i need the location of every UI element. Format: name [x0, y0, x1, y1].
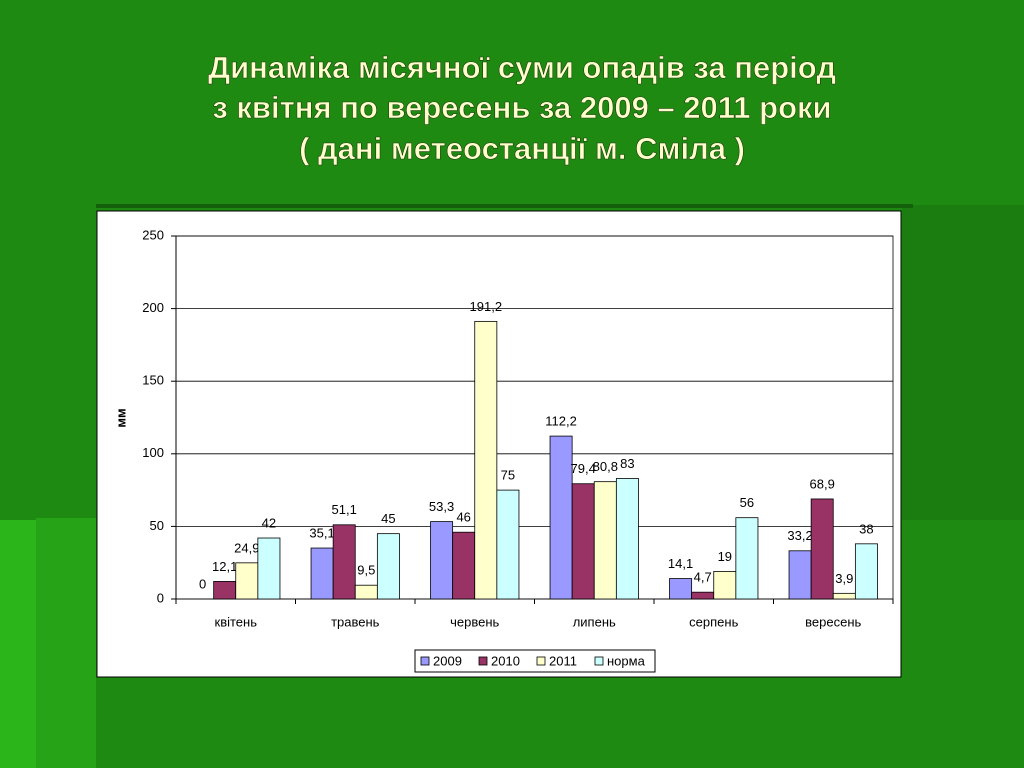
bar — [615, 478, 639, 600]
data-label: 12,1 — [212, 559, 237, 574]
x-tick-label: вересень — [805, 614, 861, 629]
y-tick-label: 150 — [142, 373, 164, 388]
data-label: 68,9 — [810, 476, 835, 491]
data-label: 14,1 — [668, 556, 693, 571]
legend-label: 2010 — [491, 653, 520, 668]
data-label: 53,3 — [429, 499, 454, 514]
title-line: з квітня по вересень за 2009 – 2011 роки — [212, 90, 831, 125]
bar — [788, 550, 812, 600]
x-tick-label: червень — [450, 614, 499, 629]
bar — [854, 543, 878, 600]
legend-label: 2011 — [549, 653, 577, 668]
data-label: 19 — [718, 549, 732, 564]
bar — [235, 562, 259, 600]
decor-strip — [36, 518, 96, 768]
data-label: 3,9 — [835, 571, 853, 586]
bar — [549, 435, 573, 600]
bar — [376, 533, 400, 600]
bar — [713, 571, 737, 600]
y-tick-label: 100 — [142, 445, 164, 460]
chart-area — [96, 210, 902, 678]
title-line: Динаміка місячної суми опадів за період — [208, 50, 836, 85]
bar — [810, 498, 834, 600]
bar — [691, 591, 715, 600]
data-label: 0 — [199, 576, 206, 591]
x-tick-label: серпень — [689, 614, 738, 629]
bar — [593, 481, 617, 600]
legend-swatch — [478, 656, 488, 666]
bar — [354, 584, 378, 600]
y-axis-label: мм — [113, 408, 128, 427]
data-label: 33,2 — [787, 528, 812, 543]
bar — [474, 320, 498, 600]
legend-swatch — [420, 656, 430, 666]
data-label: 35,1 — [309, 525, 334, 540]
y-tick-label: 200 — [142, 300, 164, 315]
decor-strip — [902, 205, 1024, 520]
data-label: 80,8 — [593, 459, 618, 474]
data-label: 79,4 — [571, 461, 596, 476]
decor-line — [96, 204, 913, 208]
bar — [332, 524, 356, 600]
data-label: 4,7 — [694, 570, 712, 585]
legend-swatch — [594, 656, 604, 666]
bar — [452, 531, 476, 600]
y-tick-label: 250 — [142, 227, 164, 242]
bar — [496, 489, 520, 600]
data-label: 51,1 — [332, 502, 357, 517]
data-label: 191,2 — [470, 299, 503, 314]
bar — [257, 537, 281, 600]
data-label: 56 — [740, 495, 754, 510]
data-label: 75 — [501, 468, 515, 483]
legend-box — [414, 649, 656, 673]
y-tick-label: 50 — [150, 518, 164, 533]
data-label: 24,9 — [234, 540, 259, 555]
x-tick-label: травень — [331, 614, 380, 629]
legend-label: норма — [607, 653, 646, 668]
data-label: 45 — [381, 511, 395, 526]
data-label: 112,2 — [545, 414, 577, 429]
bar — [571, 483, 595, 600]
data-label: 38 — [859, 521, 873, 536]
x-tick-label: квітень — [215, 614, 258, 629]
legend-label: 2009 — [433, 653, 462, 668]
title: Динаміка місячної суми опадів за період … — [208, 50, 837, 167]
bar — [213, 581, 237, 600]
bar — [310, 547, 334, 600]
bar — [832, 592, 856, 600]
data-label: 46 — [456, 510, 470, 525]
data-label: 42 — [262, 515, 276, 530]
x-tick-label: липень — [573, 614, 616, 629]
y-tick-label: 0 — [157, 590, 164, 605]
legend-swatch — [536, 656, 546, 666]
bar — [430, 521, 454, 600]
bar — [669, 578, 693, 600]
title-line: ( дані метеостанції м. Сміла ) — [299, 131, 745, 166]
bar — [735, 517, 759, 600]
data-label: 83 — [620, 456, 634, 471]
data-label: 9,5 — [357, 563, 375, 578]
